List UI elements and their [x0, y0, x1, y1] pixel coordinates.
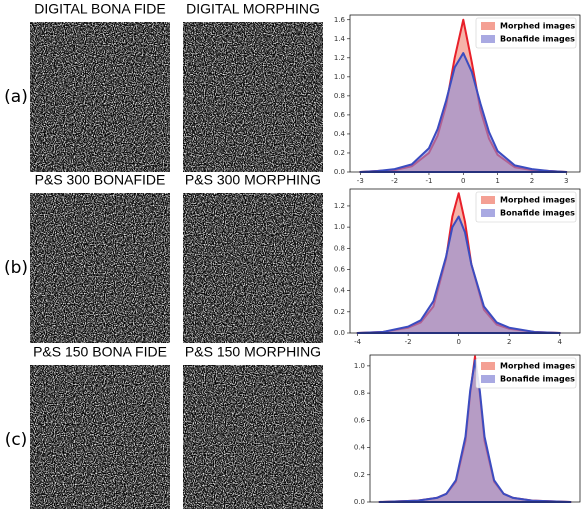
panel-label: (b): [4, 258, 28, 278]
legend-box: [475, 17, 577, 49]
x-tick-label: 0: [456, 338, 460, 346]
face-texture: [183, 365, 323, 513]
panel-label: (c): [5, 430, 28, 450]
panel-label: (a): [4, 87, 28, 107]
y-tick-label: 1.2: [334, 54, 345, 62]
x-tick-label: -3: [357, 177, 364, 185]
x-tick-label: -4: [354, 338, 362, 346]
plot-frame: [369, 354, 581, 503]
legend-box: [475, 191, 577, 223]
x-tick-label: 3: [564, 177, 568, 185]
density-area: [359, 52, 568, 173]
y-tick-label: 0.2: [354, 471, 365, 479]
y-tick-label: 0.0: [354, 498, 365, 506]
x-tick-label: -1: [425, 177, 432, 185]
y-tick-label: 0.6: [334, 111, 346, 119]
y-tick-label: 0.8: [354, 389, 365, 397]
x-tick-label: -2: [405, 338, 412, 346]
image-title: P&S 300 BONAFIDE: [35, 172, 166, 188]
image-title: DIGITAL MORPHING: [186, 1, 320, 17]
y-tick-label: 1.2: [334, 202, 345, 210]
y-tick-label: 0.8: [334, 244, 345, 252]
x-tick-label: 2: [530, 177, 534, 185]
y-tick-label: 1.0: [354, 362, 365, 370]
y-tick-label: 0.0: [334, 168, 345, 176]
face-texture: [30, 193, 170, 343]
y-tick-label: 1.6: [334, 16, 346, 24]
density-area: [356, 215, 561, 334]
legend-label: Morphed images: [500, 22, 575, 31]
face-texture: [30, 22, 170, 172]
x-tick-label: 0: [461, 177, 465, 185]
image-title: DIGITAL BONA FIDE: [34, 1, 165, 17]
face-texture: [183, 22, 323, 172]
x-tick-label: -2: [391, 177, 398, 185]
face-texture: [183, 193, 323, 343]
plot-frame: [349, 188, 581, 334]
legend-label: Morphed images: [500, 196, 575, 205]
y-tick-label: 0.4: [334, 287, 346, 295]
image-title: P&S 150 MORPHING: [185, 344, 321, 360]
face-texture: [30, 365, 170, 513]
legend-swatch: [481, 362, 495, 370]
y-tick-label: 0.4: [334, 130, 346, 138]
y-tick-label: 1.0: [334, 223, 345, 231]
legend-label: Bonafide images: [500, 209, 575, 218]
y-tick-label: 1.0: [334, 73, 345, 81]
y-tick-label: 0.6: [334, 265, 346, 273]
image-title: P&S 150 BONA FIDE: [33, 344, 167, 360]
x-tick-label: 1: [495, 177, 499, 185]
y-tick-label: 1.4: [334, 35, 346, 43]
plot-frame: [349, 14, 581, 173]
legend-box: [475, 357, 577, 389]
legend-swatch: [481, 375, 495, 383]
y-tick-label: 0.0: [334, 329, 345, 337]
legend-swatch: [481, 22, 495, 30]
y-tick-label: 0.6: [354, 416, 366, 424]
legend-swatch: [481, 35, 495, 43]
y-tick-label: 0.8: [334, 92, 345, 100]
y-tick-label: 0.2: [334, 308, 345, 316]
x-tick-label: 2: [507, 338, 511, 346]
image-title: P&S 300 MORPHING: [185, 172, 321, 188]
legend-label: Bonafide images: [500, 375, 575, 384]
legend-label: Morphed images: [500, 362, 575, 371]
y-tick-label: 0.2: [334, 149, 345, 157]
x-tick-label: 4: [558, 338, 563, 346]
legend-swatch: [481, 209, 495, 217]
legend-label: Bonafide images: [500, 35, 575, 44]
y-tick-label: 0.4: [354, 444, 366, 452]
legend-swatch: [481, 196, 495, 204]
